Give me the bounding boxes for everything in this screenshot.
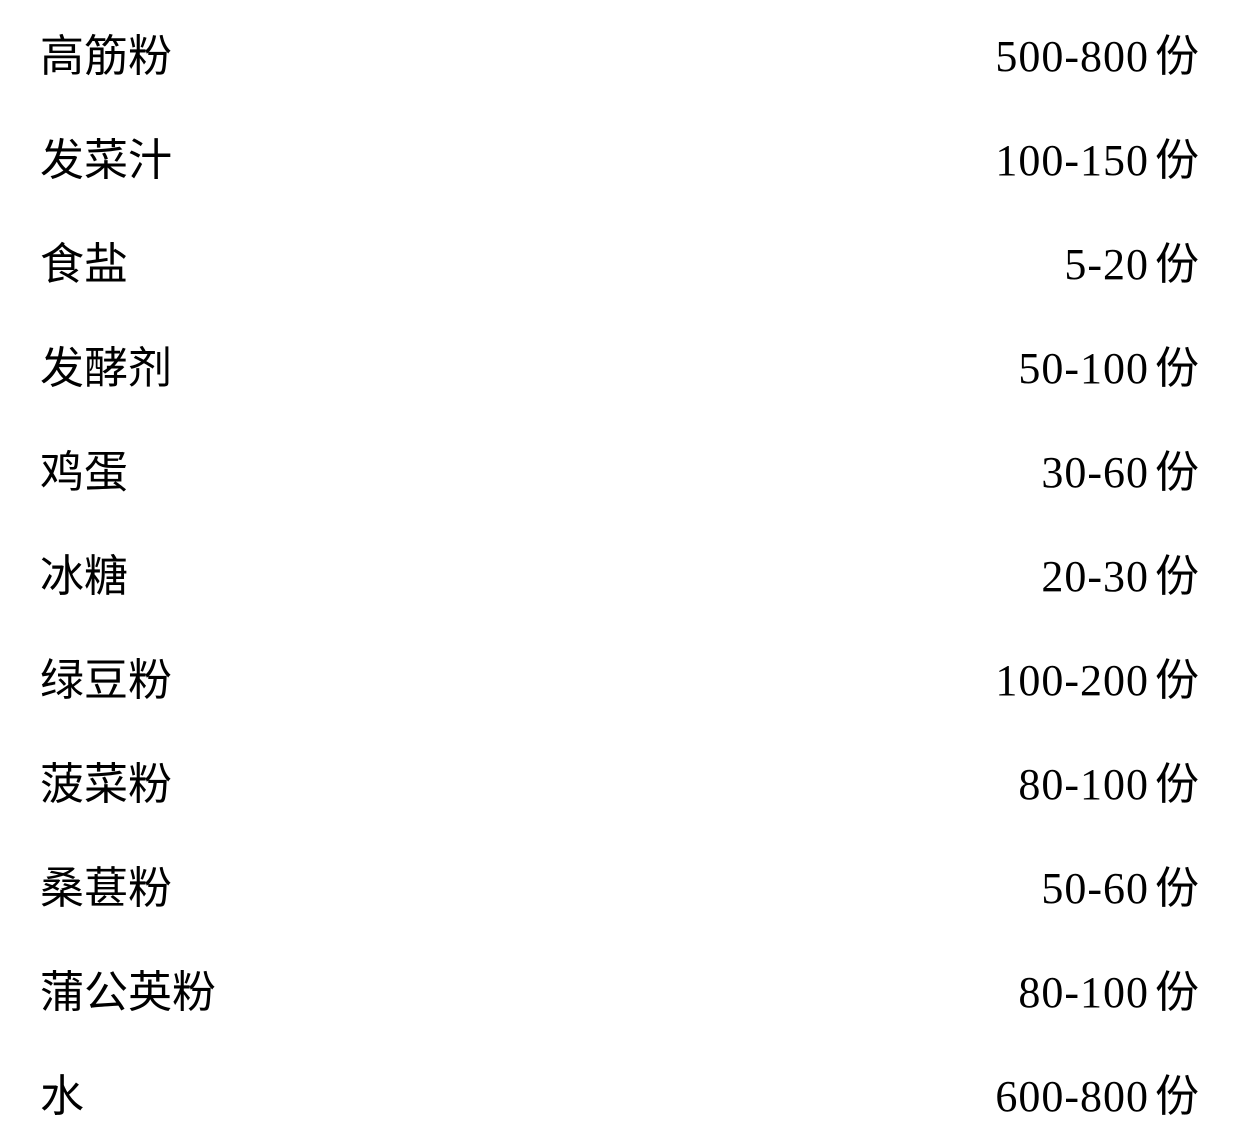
table-row: 绿豆粉 100-200份 [40, 644, 1200, 708]
table-row: 发酵剂 50-100份 [40, 332, 1200, 396]
ingredient-name: 冰糖 [40, 540, 128, 604]
ingredient-amount: 600-800份 [995, 1060, 1200, 1124]
ingredient-amount: 30-60份 [1041, 436, 1200, 500]
ingredient-name: 绿豆粉 [40, 644, 172, 708]
ingredient-amount: 100-150份 [995, 124, 1200, 188]
table-row: 菠菜粉 80-100份 [40, 748, 1200, 812]
table-row: 高筋粉 500-800份 [40, 20, 1200, 84]
ingredient-amount: 500-800份 [995, 20, 1200, 84]
ingredient-amount: 80-100份 [1018, 956, 1200, 1020]
table-row: 发菜汁 100-150份 [40, 124, 1200, 188]
ingredient-name: 菠菜粉 [40, 748, 172, 812]
ingredient-amount: 80-100份 [1018, 748, 1200, 812]
ingredient-name: 鸡蛋 [40, 436, 128, 500]
ingredient-name: 高筋粉 [40, 20, 172, 84]
table-row: 蒲公英粉 80-100份 [40, 956, 1200, 1020]
ingredient-name: 发酵剂 [40, 332, 172, 396]
table-row: 鸡蛋 30-60份 [40, 436, 1200, 500]
ingredient-table: 高筋粉 500-800份 发菜汁 100-150份 食盐 5-20份 发酵剂 5… [0, 0, 1240, 1124]
ingredient-amount: 50-60份 [1041, 852, 1200, 916]
ingredient-amount: 50-100份 [1018, 332, 1200, 396]
ingredient-name: 蒲公英粉 [40, 956, 216, 1020]
ingredient-amount: 100-200份 [995, 644, 1200, 708]
ingredient-amount: 5-20份 [1064, 228, 1200, 292]
table-row: 桑葚粉 50-60份 [40, 852, 1200, 916]
table-row: 水 600-800份 [40, 1060, 1200, 1124]
ingredient-amount: 20-30份 [1041, 540, 1200, 604]
table-row: 食盐 5-20份 [40, 228, 1200, 292]
table-row: 冰糖 20-30份 [40, 540, 1200, 604]
ingredient-name: 水 [40, 1060, 84, 1124]
ingredient-name: 桑葚粉 [40, 852, 172, 916]
ingredient-name: 食盐 [40, 228, 128, 292]
ingredient-name: 发菜汁 [40, 124, 172, 188]
